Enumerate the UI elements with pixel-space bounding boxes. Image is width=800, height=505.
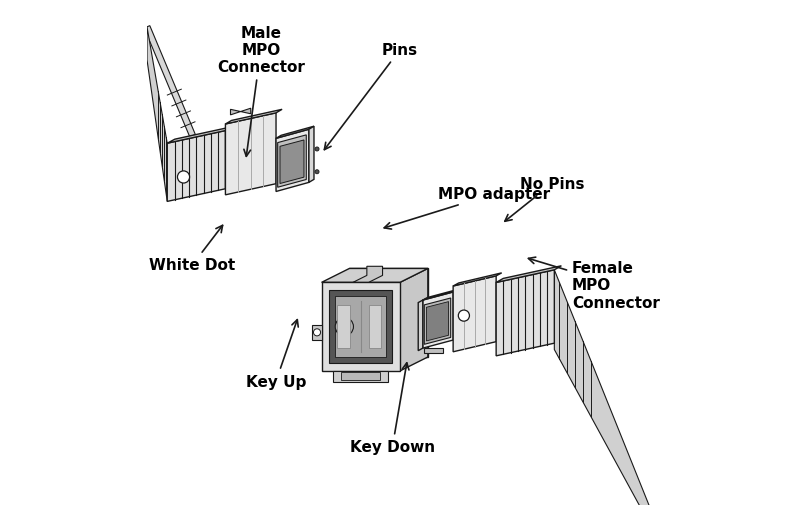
Polygon shape — [313, 325, 322, 340]
Polygon shape — [496, 266, 562, 283]
Polygon shape — [167, 131, 226, 202]
Polygon shape — [357, 277, 420, 349]
Text: MPO adapter: MPO adapter — [384, 187, 550, 230]
Polygon shape — [278, 135, 306, 188]
Text: Key Down: Key Down — [350, 363, 435, 454]
Polygon shape — [426, 302, 449, 341]
Circle shape — [339, 322, 350, 332]
Polygon shape — [226, 114, 276, 195]
Polygon shape — [496, 270, 554, 356]
Polygon shape — [422, 290, 458, 300]
Polygon shape — [422, 292, 453, 348]
Polygon shape — [230, 109, 250, 116]
Text: Female
MPO
Connector: Female MPO Connector — [529, 258, 660, 310]
Polygon shape — [453, 273, 502, 286]
Polygon shape — [329, 290, 393, 364]
Circle shape — [335, 318, 354, 336]
Polygon shape — [334, 371, 388, 382]
Text: Key Up: Key Up — [246, 320, 306, 389]
Polygon shape — [400, 269, 428, 371]
Polygon shape — [335, 296, 386, 358]
Polygon shape — [147, 28, 167, 202]
Text: White Dot: White Dot — [150, 226, 236, 273]
Polygon shape — [424, 298, 450, 344]
Polygon shape — [365, 284, 413, 342]
Circle shape — [458, 311, 470, 322]
Text: Pins: Pins — [324, 43, 418, 150]
Polygon shape — [309, 127, 314, 183]
Text: Male
MPO
Connector: Male MPO Connector — [217, 26, 305, 157]
Polygon shape — [350, 269, 428, 358]
Circle shape — [314, 329, 321, 336]
Polygon shape — [418, 300, 422, 351]
Polygon shape — [322, 283, 400, 371]
Polygon shape — [144, 27, 195, 137]
Text: No Pins: No Pins — [505, 177, 584, 222]
Polygon shape — [369, 306, 381, 348]
Polygon shape — [338, 306, 350, 348]
Circle shape — [178, 172, 190, 184]
Polygon shape — [167, 127, 233, 144]
Polygon shape — [424, 348, 442, 354]
Polygon shape — [353, 267, 382, 283]
Circle shape — [315, 170, 319, 174]
Polygon shape — [322, 269, 428, 283]
Polygon shape — [276, 127, 314, 139]
Polygon shape — [453, 276, 496, 352]
Polygon shape — [554, 270, 653, 505]
Polygon shape — [276, 130, 309, 192]
Polygon shape — [280, 141, 304, 184]
Polygon shape — [341, 373, 380, 380]
Circle shape — [315, 147, 319, 151]
Polygon shape — [226, 110, 282, 125]
